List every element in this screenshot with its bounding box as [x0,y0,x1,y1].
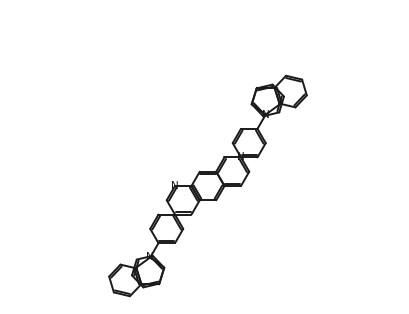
Text: N: N [236,152,244,162]
Text: N: N [171,181,178,191]
Text: N: N [146,252,154,263]
Text: N: N [261,110,269,120]
